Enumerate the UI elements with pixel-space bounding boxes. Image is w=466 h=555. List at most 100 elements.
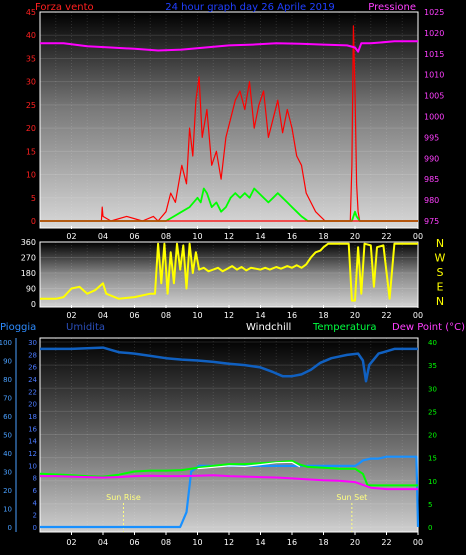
y-tick-umidita: 30 (28, 339, 37, 347)
y-tick-left: 0 (31, 217, 36, 226)
x-tick-label: 22 (381, 311, 391, 320)
y-tick-right: 1015 (424, 50, 444, 59)
y-tick-right: 1020 (424, 29, 444, 38)
compass-label: S (437, 266, 444, 279)
y-tick-temp: 10 (428, 478, 437, 486)
y-tick-umidita: 0 (33, 524, 37, 532)
y-tick-pioggia: 10 (3, 506, 12, 514)
series-windchill (197, 461, 301, 470)
y-tick-pioggia: 30 (3, 469, 12, 477)
x-tick-label: 00 (413, 311, 423, 320)
sun-label: Sun Rise (106, 493, 141, 502)
y-tick-right: 1025 (424, 8, 444, 17)
y-tick-umidita: 8 (33, 475, 37, 483)
x-tick-label: 12 (224, 311, 234, 320)
sun-label: Sun Set (336, 493, 367, 502)
x-tick-label: 10 (192, 311, 202, 320)
x-tick-label: 02 (66, 311, 76, 320)
y-tick-pioggia: 100 (0, 339, 12, 347)
y-tick-umidita: 14 (28, 438, 37, 446)
y-tick-umidita: 4 (33, 499, 38, 507)
y-tick-umidita: 10 (28, 462, 37, 470)
y-tick-umidita: 2 (33, 512, 37, 520)
y-tick-temp: 25 (428, 408, 437, 416)
y-tick-temp: 35 (428, 362, 437, 370)
x-tick-label: 06 (129, 232, 139, 241)
y-tick-left: 20 (26, 124, 36, 133)
y-tick-umidita: 16 (28, 425, 37, 433)
y-tick-direction: 180 (21, 269, 36, 278)
x-tick-label: 20 (350, 232, 360, 241)
y-tick-left: 40 (26, 31, 36, 40)
x-tick-label: 16 (287, 538, 297, 547)
y-tick-umidita: 22 (28, 388, 37, 396)
x-tick-label: 18 (318, 538, 328, 547)
y-tick-temp: 15 (428, 455, 437, 463)
temp-humidity-plot (39, 337, 419, 533)
compass-label: E (437, 281, 444, 294)
x-tick-label: 22 (381, 232, 391, 241)
label-dew-point: Dew Point (°C) (392, 322, 465, 333)
x-tick-label: 08 (161, 538, 171, 547)
x-tick-label: 20 (350, 311, 360, 320)
chart-title: 24 hour graph day 26 Aprile 2019 (165, 2, 335, 13)
y-tick-pioggia: 60 (3, 413, 12, 421)
x-tick-label: 04 (98, 232, 108, 241)
y-tick-right: 985 (424, 175, 439, 184)
x-tick-label: 02 (66, 538, 76, 547)
label-temperatura: Temperatura (312, 322, 377, 333)
x-tick-label: 02 (66, 232, 76, 241)
y-tick-left: 5 (31, 194, 36, 203)
y-tick-direction: 360 (21, 238, 36, 247)
label-pioggia: Pioggia (0, 322, 36, 333)
y-tick-left: 45 (26, 8, 36, 17)
x-tick-label: 14 (255, 311, 265, 320)
x-tick-label: 12 (224, 232, 234, 241)
y-tick-right: 1005 (424, 92, 444, 101)
x-tick-label: 16 (287, 232, 297, 241)
x-tick-label: 18 (318, 311, 328, 320)
y-tick-right: 980 (424, 196, 439, 205)
y-tick-right: 1000 (424, 113, 444, 122)
y-tick-umidita: 28 (28, 351, 37, 359)
x-tick-label: 06 (129, 311, 139, 320)
y-tick-umidita: 12 (28, 450, 37, 458)
ylabel-forza-vento: Forza vento (35, 2, 94, 13)
x-tick-label: 10 (192, 538, 202, 547)
y-tick-right: 975 (424, 217, 439, 226)
y-tick-pioggia: 0 (8, 524, 12, 532)
y-tick-pioggia: 50 (3, 432, 12, 440)
y-tick-direction: 0 (31, 300, 36, 309)
y-tick-left: 25 (26, 101, 36, 110)
series-raffica (40, 187, 418, 222)
y-tick-left: 30 (26, 78, 36, 87)
y-tick-temp: 20 (428, 432, 437, 440)
ylabel-pressione: Pressione (368, 2, 416, 13)
x-tick-label: 04 (98, 311, 108, 320)
x-tick-label: 20 (350, 538, 360, 547)
y-tick-umidita: 18 (28, 413, 37, 421)
x-tick-label: 06 (129, 538, 139, 547)
y-tick-pioggia: 20 (3, 487, 12, 495)
y-tick-left: 15 (26, 147, 36, 156)
y-tick-umidita: 24 (28, 376, 37, 384)
x-tick-label: 00 (413, 538, 423, 547)
y-tick-pioggia: 80 (3, 376, 12, 384)
x-tick-label: 12 (224, 538, 234, 547)
y-tick-umidita: 6 (33, 487, 38, 495)
series-pressione (40, 40, 418, 53)
x-tick-label: 04 (98, 538, 108, 547)
x-tick-label: 10 (192, 232, 202, 241)
series-temperatura (39, 459, 418, 487)
compass-label: W (435, 252, 446, 265)
x-tick-label: 22 (381, 538, 391, 547)
x-tick-label: 18 (318, 232, 328, 241)
y-tick-temp: 30 (428, 385, 437, 393)
series-direzione (40, 242, 418, 302)
y-tick-left: 10 (26, 171, 36, 180)
y-tick-umidita: 26 (28, 364, 37, 372)
y-tick-pioggia: 40 (3, 450, 12, 458)
label-windchill: Windchill (246, 322, 291, 333)
y-tick-direction: 90 (26, 285, 36, 294)
